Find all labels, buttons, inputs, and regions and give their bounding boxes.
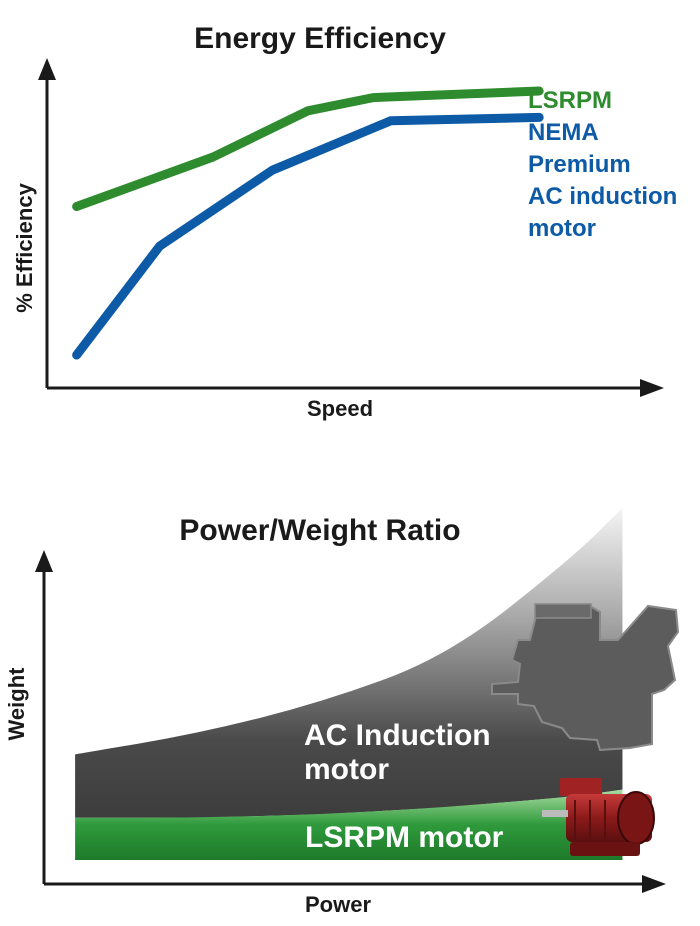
efficiency-series-line-1 bbox=[72, 112, 544, 360]
lsrpm-motor-image bbox=[542, 778, 655, 856]
legend-item-nema-line-1: Premium bbox=[528, 151, 631, 178]
efficiency-chart: Energy Efficiency Speed % Efficiency LSR… bbox=[12, 22, 677, 421]
legend-item-nema-line-0: NEMA bbox=[528, 119, 599, 146]
power-weight-x-axis bbox=[44, 875, 666, 893]
ac-induction-area-label-line2: motor bbox=[304, 753, 389, 786]
efficiency-chart-title: Energy Efficiency bbox=[194, 22, 446, 55]
legend-item-lsrpm: LSRPM bbox=[528, 87, 612, 114]
legend-item-nema-line-2: AC induction bbox=[528, 183, 677, 210]
efficiency-legend: LSRPM NEMA Premium AC induction motor bbox=[528, 87, 677, 242]
efficiency-y-axis bbox=[38, 58, 56, 388]
legend-item-nema-line-3: motor bbox=[528, 215, 596, 242]
power-weight-chart-title: Power/Weight Ratio bbox=[179, 514, 460, 547]
efficiency-series-group bbox=[72, 86, 544, 360]
ac-induction-motor-image bbox=[491, 603, 680, 752]
power-weight-y-axis bbox=[35, 550, 53, 884]
efficiency-y-axis-label: % Efficiency bbox=[12, 182, 37, 312]
power-weight-chart: AC Induction motor LSRPM motor Power/Wei… bbox=[4, 508, 680, 917]
lsrpm-area-label: LSRPM motor bbox=[305, 821, 504, 854]
lsrpm-area bbox=[75, 789, 623, 860]
power-weight-x-axis-label: Power bbox=[305, 892, 371, 917]
power-weight-y-axis-label: Weight bbox=[4, 667, 29, 741]
efficiency-series-line-0 bbox=[72, 86, 544, 211]
efficiency-x-axis-label: Speed bbox=[307, 396, 373, 421]
ac-induction-area-label-line1: AC Induction bbox=[304, 719, 491, 752]
power-weight-area-group bbox=[75, 508, 623, 860]
efficiency-x-axis bbox=[47, 379, 664, 397]
ac-induction-area bbox=[75, 508, 623, 818]
